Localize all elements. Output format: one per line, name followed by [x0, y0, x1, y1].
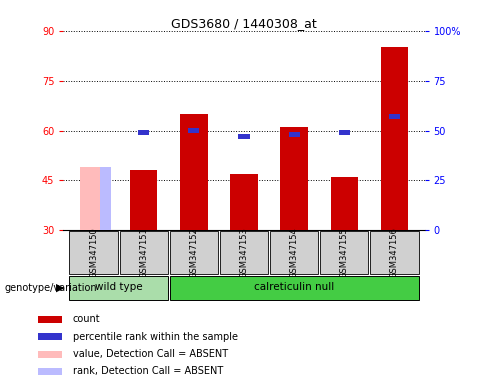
Text: rank, Detection Call = ABSENT: rank, Detection Call = ABSENT	[73, 366, 223, 376]
Text: value, Detection Call = ABSENT: value, Detection Call = ABSENT	[73, 349, 228, 359]
FancyBboxPatch shape	[220, 231, 268, 274]
Bar	[281, 127, 308, 230]
Text: GSM347153: GSM347153	[240, 227, 248, 278]
FancyBboxPatch shape	[170, 276, 419, 300]
FancyBboxPatch shape	[320, 231, 368, 274]
Text: genotype/variation: genotype/variation	[5, 283, 98, 293]
FancyBboxPatch shape	[120, 231, 168, 274]
FancyBboxPatch shape	[170, 231, 218, 274]
Text: percentile rank within the sample: percentile rank within the sample	[73, 332, 238, 342]
Bar	[330, 177, 358, 230]
Text: count: count	[73, 314, 101, 324]
Text: GSM347156: GSM347156	[390, 227, 399, 278]
Text: GSM347152: GSM347152	[189, 227, 198, 278]
Title: GDS3680 / 1440308_at: GDS3680 / 1440308_at	[171, 17, 317, 30]
Bar	[138, 130, 149, 135]
FancyBboxPatch shape	[69, 231, 118, 274]
Bar	[130, 170, 158, 230]
FancyBboxPatch shape	[69, 276, 168, 300]
Bar	[188, 128, 200, 133]
Text: GSM347155: GSM347155	[340, 227, 349, 278]
Bar	[339, 130, 350, 135]
FancyBboxPatch shape	[370, 231, 419, 274]
Bar	[288, 132, 300, 137]
Bar	[38, 368, 62, 375]
Bar	[230, 174, 258, 230]
Text: calreticulin null: calreticulin null	[254, 283, 334, 293]
Bar	[38, 316, 62, 323]
FancyBboxPatch shape	[270, 231, 318, 274]
Bar	[38, 333, 62, 340]
Bar	[180, 114, 207, 230]
Bar	[389, 114, 400, 119]
Bar	[239, 134, 249, 139]
Bar	[381, 47, 408, 230]
Bar	[38, 351, 62, 358]
Text: wild type: wild type	[95, 283, 142, 293]
Text: GSM347151: GSM347151	[139, 227, 148, 278]
Text: GSM347154: GSM347154	[290, 227, 299, 278]
Bar	[101, 167, 111, 230]
Text: GSM347150: GSM347150	[89, 227, 98, 278]
Text: ▶: ▶	[56, 283, 64, 293]
Bar	[80, 167, 107, 230]
